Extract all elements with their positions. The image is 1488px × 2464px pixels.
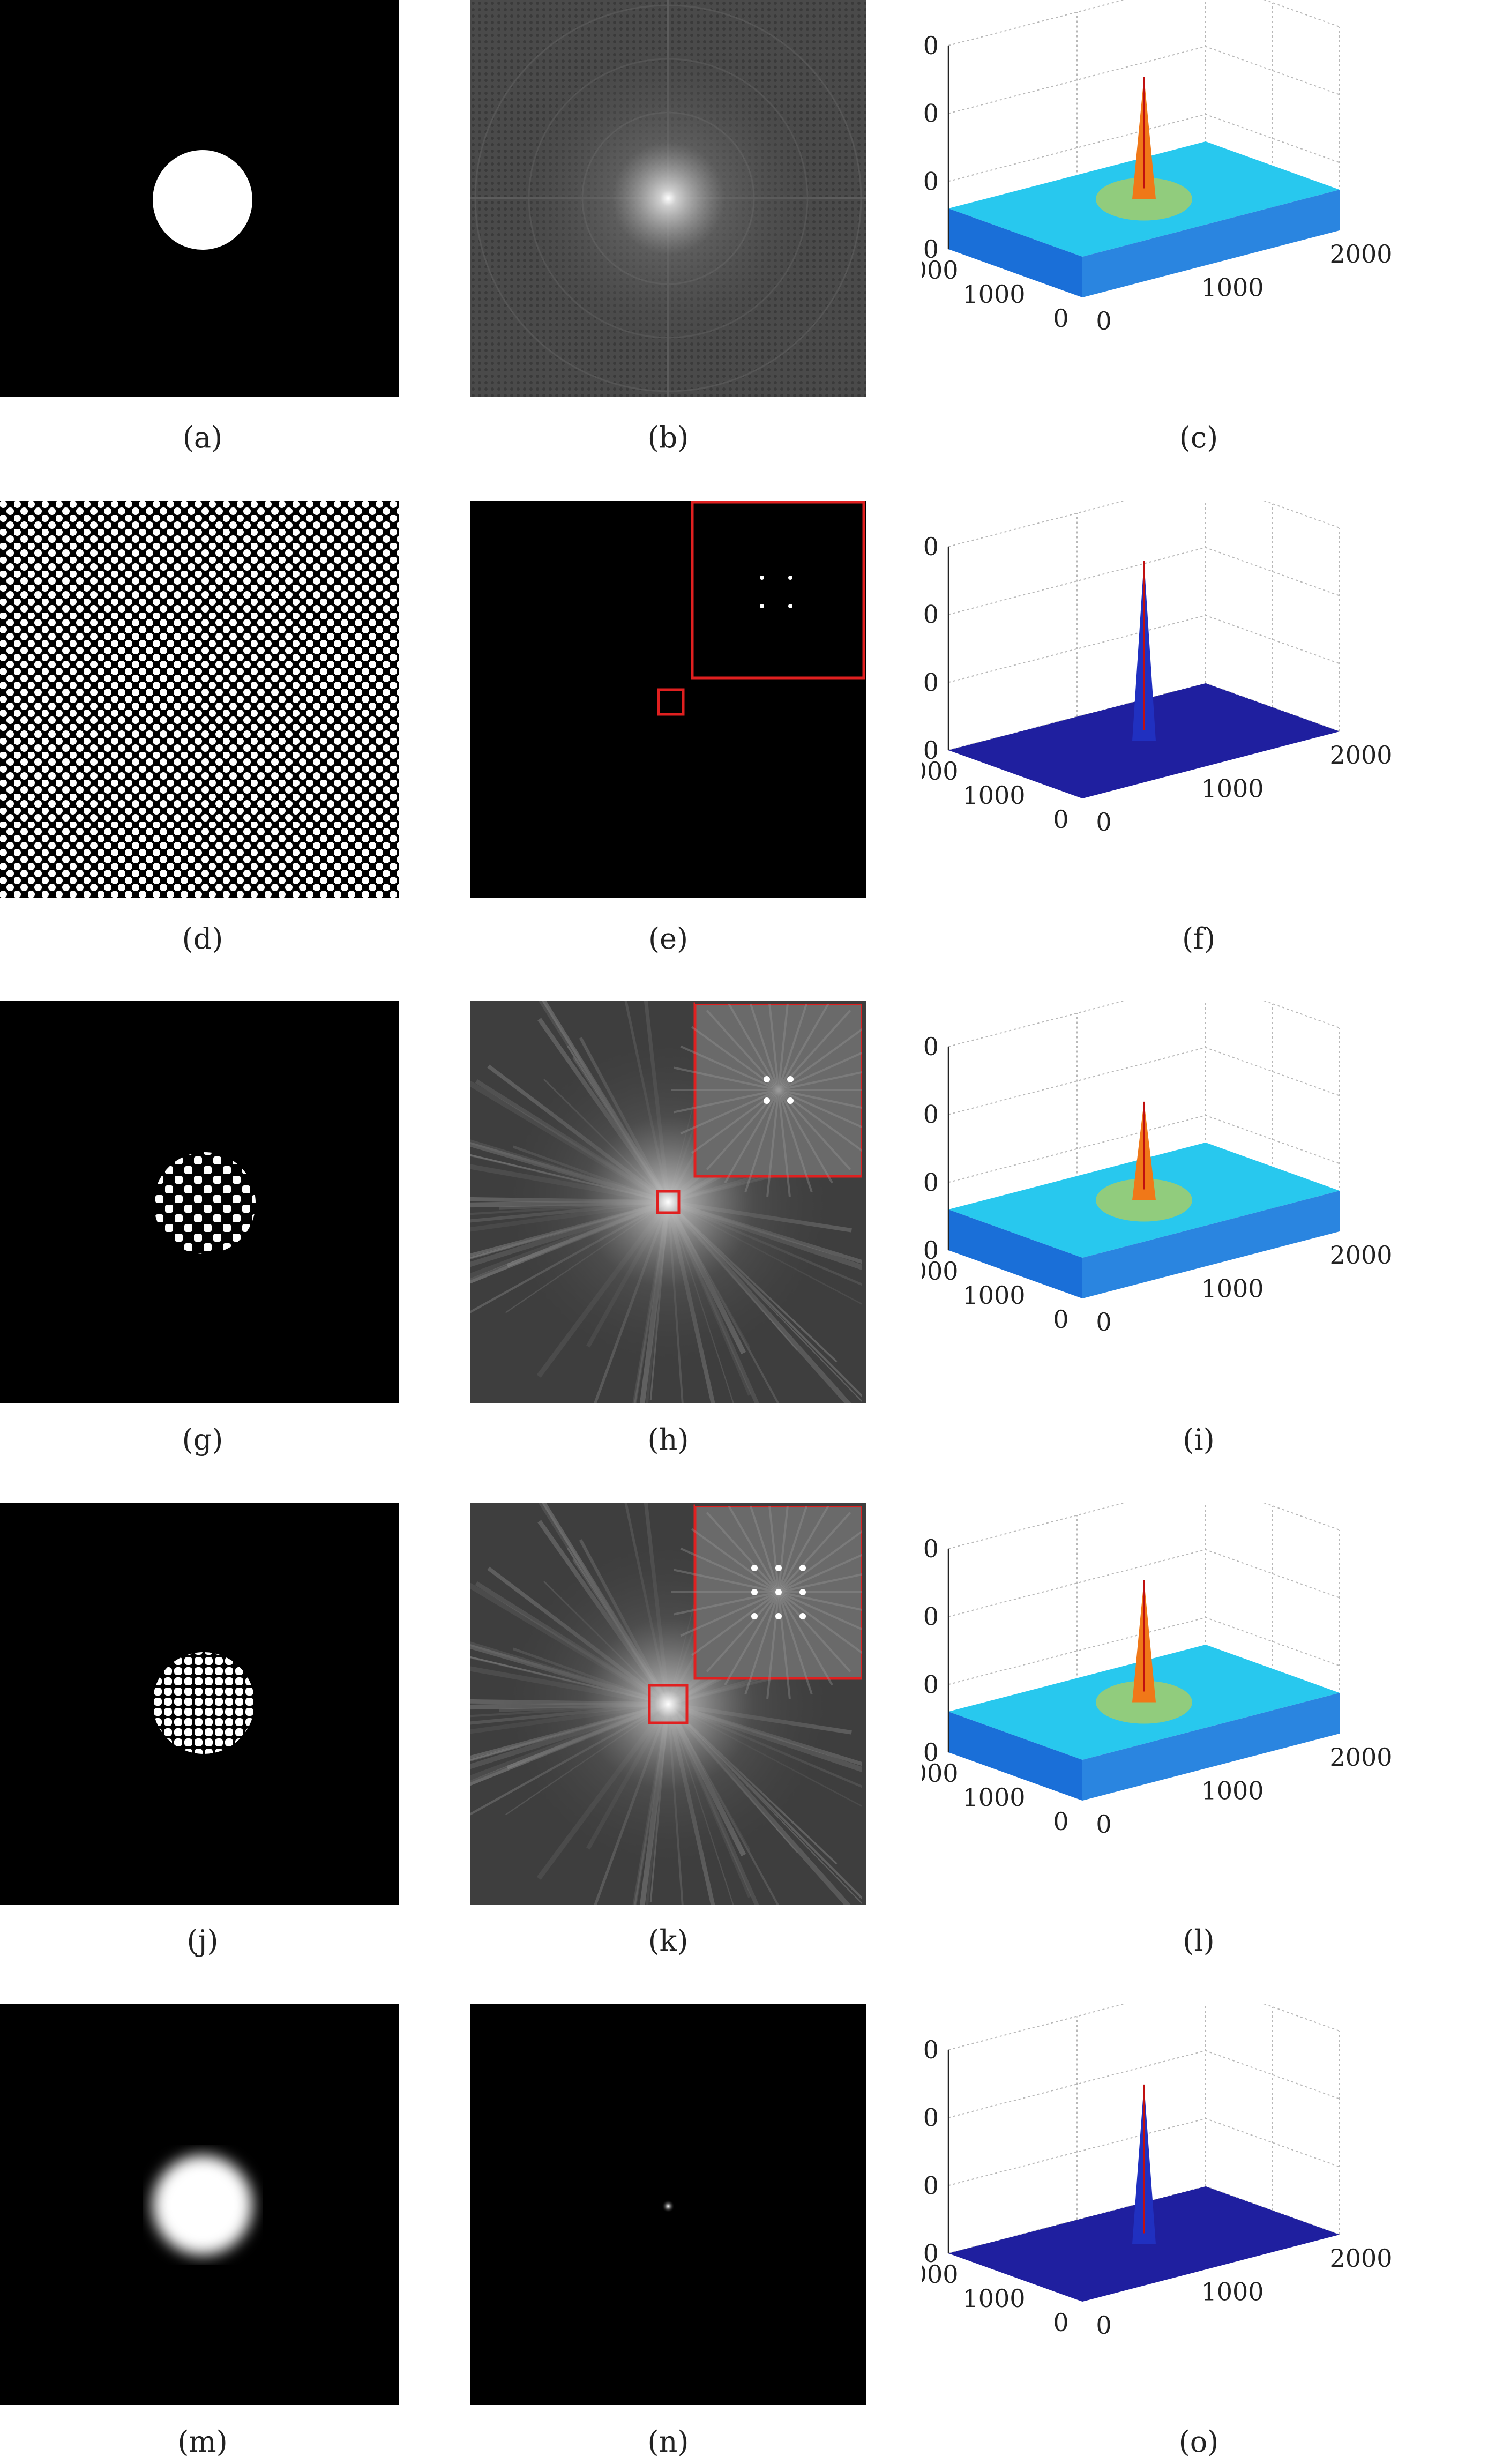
x-tick-label: 0 — [1053, 2308, 1068, 2337]
caption-f: (f) — [1182, 922, 1216, 955]
y-tick-label: 1000 — [1201, 774, 1263, 803]
surface-side-left — [948, 208, 1082, 297]
x-tick-label: 1000 — [962, 2284, 1025, 2313]
zoom-region-box — [657, 688, 685, 716]
panel-f-surface-plot: 3002001000200010000010002000 — [892, 479, 1488, 898]
y-tick-label: 2000 — [1329, 741, 1392, 770]
z-tick-label: 300 — [922, 1032, 939, 1061]
y-tick-label: 1000 — [1201, 273, 1263, 302]
surface-side-left — [948, 1209, 1082, 1298]
panel-o-surface-plot: 3002001000200010000010002000 — [892, 1982, 1488, 2405]
panel-m-blurred-circle-image — [0, 2004, 399, 2405]
surface-side-right — [1082, 1693, 1340, 1801]
panel-j-masked-lattice-image — [0, 1503, 399, 1905]
caption-l: (l) — [1183, 1924, 1215, 1958]
y-tick-label: 0 — [1096, 2311, 1111, 2340]
zoom-region-box — [656, 1190, 681, 1214]
panel-d-lattice-image — [0, 501, 399, 898]
x-tick-label: 1000 — [962, 1281, 1025, 1310]
z-tick-label: 300 — [922, 532, 939, 561]
y-tick-label: 1000 — [1201, 1776, 1263, 1805]
z-tick-label: 100 — [922, 2171, 939, 2200]
y-tick-label: 0 — [1096, 1308, 1111, 1336]
caption-a: (a) — [182, 421, 223, 454]
x-tick-label: 0 — [1053, 1305, 1068, 1334]
caption-g: (g) — [182, 1423, 223, 1457]
panel-k-spectrum-image — [470, 1503, 866, 1905]
zoom-inset-box — [693, 1504, 864, 1680]
z-tick-label: 300 — [922, 2035, 939, 2064]
y-tick-label: 2000 — [1329, 2244, 1392, 2273]
caption-n: (n) — [647, 2425, 689, 2459]
panel-e-spectrum-image — [470, 501, 866, 898]
surface-side-right — [1082, 190, 1340, 297]
x-tick-label: 2000 — [922, 2260, 959, 2289]
z-tick-label: 0 — [923, 2239, 939, 2268]
surface-side-left — [948, 1712, 1082, 1801]
x-tick-label: 2000 — [922, 256, 959, 285]
caption-o: (o) — [1178, 2425, 1219, 2459]
x-tick-label: 2000 — [922, 757, 959, 786]
y-tick-label: 1000 — [1201, 2278, 1263, 2306]
y-tick-label: 1000 — [1201, 1274, 1263, 1303]
y-tick-label: 0 — [1096, 808, 1111, 837]
x-tick-label: 0 — [1053, 1807, 1068, 1836]
y-tick-label: 0 — [1096, 307, 1111, 335]
zoom-region-box — [648, 1684, 689, 1724]
caption-b: (b) — [647, 421, 689, 454]
caption-j: (j) — [186, 1924, 219, 1958]
y-tick-label: 2000 — [1329, 1743, 1392, 1772]
caption-k: (k) — [648, 1924, 689, 1958]
x-tick-label: 0 — [1053, 304, 1068, 333]
panel-c-surface-plot: 3002001000200010000010002000 — [892, 0, 1488, 397]
z-tick-label: 100 — [922, 1168, 939, 1197]
x-tick-label: 1000 — [962, 1783, 1025, 1812]
surface-side-right — [1082, 1191, 1340, 1298]
z-tick-label: 200 — [922, 1100, 939, 1129]
panel-l-surface-plot: 3002001000200010000010002000 — [892, 1481, 1488, 1905]
z-tick-label: 200 — [922, 99, 939, 128]
y-tick-label: 2000 — [1329, 240, 1392, 268]
z-tick-label: 0 — [923, 1738, 939, 1767]
panel-b-spectrum-image — [470, 0, 866, 397]
x-tick-label: 2000 — [922, 1759, 959, 1788]
x-tick-label: 0 — [1053, 805, 1068, 834]
z-tick-label: 200 — [922, 2103, 939, 2132]
x-tick-label: 2000 — [922, 1257, 959, 1286]
caption-m: (m) — [177, 2425, 228, 2459]
panel-h-spectrum-image — [470, 1001, 866, 1403]
z-tick-label: 100 — [922, 167, 939, 196]
z-tick-label: 100 — [922, 668, 939, 697]
panel-g-masked-lattice-image — [0, 1001, 399, 1403]
caption-i: (i) — [1183, 1423, 1215, 1457]
zoom-inset-box — [691, 501, 865, 680]
x-tick-label: 1000 — [962, 280, 1025, 309]
caption-d: (d) — [182, 922, 223, 955]
z-tick-label: 200 — [922, 1602, 939, 1631]
panel-a-circle-image — [0, 0, 399, 397]
panel-n-spectrum-image — [470, 2004, 866, 2405]
y-tick-label: 2000 — [1329, 1241, 1392, 1270]
z-tick-label: 300 — [922, 1534, 939, 1563]
z-tick-label: 0 — [923, 1236, 939, 1265]
caption-h: (h) — [647, 1423, 689, 1457]
z-tick-label: 0 — [923, 235, 939, 264]
z-tick-label: 100 — [922, 1670, 939, 1699]
y-tick-label: 0 — [1096, 1810, 1111, 1839]
caption-c: (c) — [1179, 421, 1218, 454]
panel-i-surface-plot: 3002001000200010000010002000 — [892, 979, 1488, 1403]
z-tick-label: 0 — [923, 736, 939, 765]
x-tick-label: 1000 — [962, 781, 1025, 810]
caption-e: (e) — [648, 922, 689, 955]
z-tick-label: 200 — [922, 600, 939, 629]
zoom-inset-box — [693, 1002, 864, 1178]
z-tick-label: 300 — [922, 31, 939, 60]
